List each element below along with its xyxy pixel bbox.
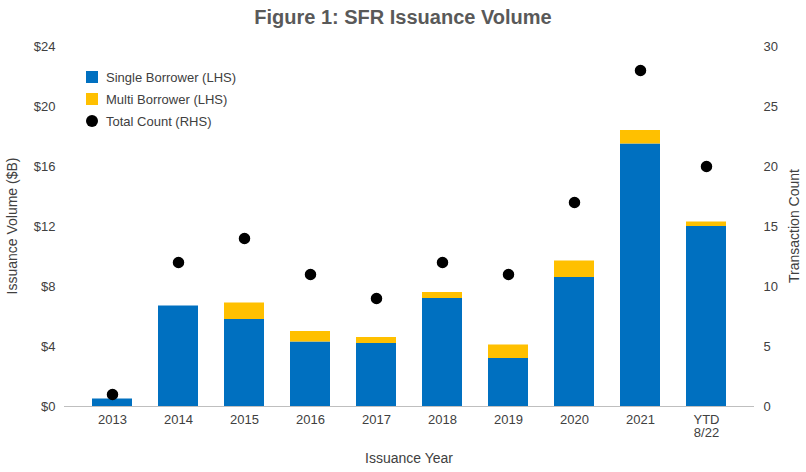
svg-text:2016: 2016 <box>296 412 325 427</box>
svg-text:2019: 2019 <box>494 412 523 427</box>
html-text:Single Borrower (LHS): Single Borrower (LHS) <box>106 69 236 85</box>
svg-text:2015: 2015 <box>230 412 259 427</box>
svg-text:15: 15 <box>764 219 778 234</box>
svg-text:2018: 2018 <box>428 412 457 427</box>
html-text:Multi Borrower (LHS): Multi Borrower (LHS) <box>106 91 228 107</box>
svg-text:30: 30 <box>764 39 778 54</box>
svg-text:$20: $20 <box>34 99 56 114</box>
html-text:Issuance Volume ($B): Issuance Volume ($B) <box>4 157 20 295</box>
svg-text:25: 25 <box>764 99 778 114</box>
html-text:Total Count (RHS): Total Count (RHS) <box>106 113 212 129</box>
html-text:Issuance Year: Issuance Year <box>365 450 453 466</box>
svg-text:2021: 2021 <box>626 412 655 427</box>
svg-text:20: 20 <box>764 159 778 174</box>
svg-text:2013: 2013 <box>98 412 127 427</box>
svg-text:$8: $8 <box>41 279 55 294</box>
svg-text:$16: $16 <box>34 159 56 174</box>
html-text:Figure 1: SFR Issuance Volume: Figure 1: SFR Issuance Volume <box>254 6 552 28</box>
svg-text:$12: $12 <box>34 219 56 234</box>
html-text:Transaction Count: Transaction Count <box>786 169 802 283</box>
svg-text:5: 5 <box>764 339 771 354</box>
svg-text:YTD8/22: YTD8/22 <box>694 412 720 440</box>
svg-text:2014: 2014 <box>164 412 193 427</box>
svg-text:$0: $0 <box>41 399 55 414</box>
svg-text:$4: $4 <box>41 339 55 354</box>
svg-text:$24: $24 <box>34 39 56 54</box>
svg-text:10: 10 <box>764 279 778 294</box>
svg-text:2017: 2017 <box>362 412 391 427</box>
svg-text:2020: 2020 <box>560 412 589 427</box>
svg-text:0: 0 <box>764 399 771 414</box>
